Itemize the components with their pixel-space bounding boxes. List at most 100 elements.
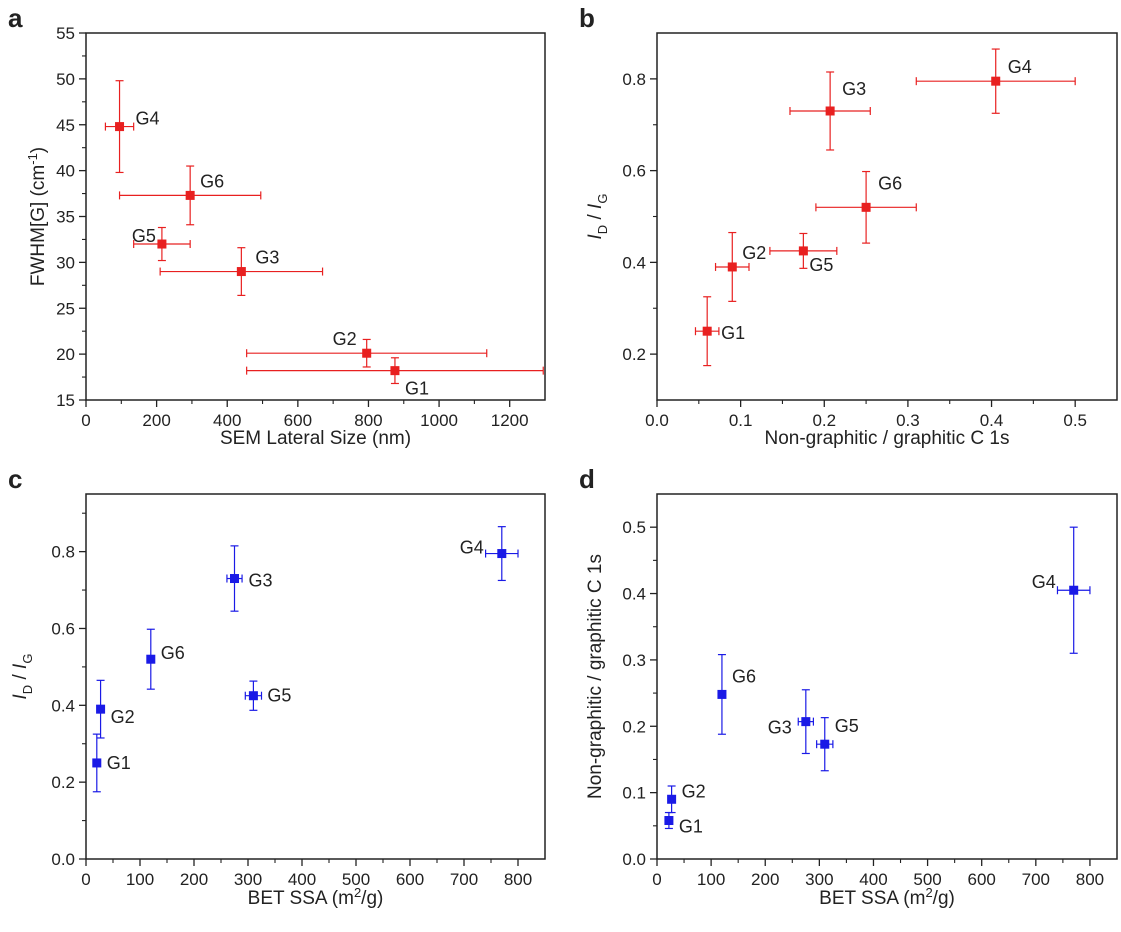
y-tick-label: 0.2 <box>622 345 646 364</box>
point-label: G4 <box>1032 572 1056 592</box>
data-point-g1: G1 <box>694 296 745 367</box>
x-tick-label: 800 <box>354 411 382 430</box>
y-tick-label: 25 <box>56 299 75 318</box>
data-point-g3: G3 <box>159 247 324 297</box>
marker <box>362 348 372 358</box>
y-tick-label: 0.8 <box>51 543 75 562</box>
marker <box>798 246 808 256</box>
x-tick-label: 700 <box>450 870 478 889</box>
marker <box>664 816 674 826</box>
x-tick-label: 0.1 <box>729 411 753 430</box>
panel-letter: b <box>579 3 595 33</box>
marker <box>497 549 507 559</box>
x-tick-label: 0.3 <box>896 411 920 430</box>
y-tick-label: 0.8 <box>622 70 646 89</box>
y-tick-label: 0.0 <box>622 850 646 869</box>
point-label: G6 <box>200 171 224 191</box>
x-tick-label: 200 <box>180 870 208 889</box>
x-tick-label: 0.5 <box>1063 411 1087 430</box>
point-label: G5 <box>132 226 156 246</box>
y-tick-label: 15 <box>56 391 75 410</box>
x-tick-label: 400 <box>213 411 241 430</box>
panel-d: d 0 100 200 300 400 500 600 700 800 0.0 0.1 0.2 0.3 0.… <box>579 464 1118 909</box>
point-label: G1 <box>405 379 429 399</box>
plot-frame <box>656 493 1118 860</box>
y-tick-label: 20 <box>56 345 75 364</box>
point-label: G1 <box>721 323 745 343</box>
plot-frame <box>85 32 546 401</box>
x-tick-label: 200 <box>751 870 779 889</box>
x-tick-label: 500 <box>913 870 941 889</box>
data-point-g5: G5 <box>816 716 859 772</box>
x-tick-label: 1200 <box>491 411 529 430</box>
y-tick-label: 0.5 <box>622 518 646 537</box>
data-point-g6: G6 <box>146 628 185 690</box>
point-label: G6 <box>878 173 902 193</box>
marker <box>236 267 246 277</box>
x-tick-label: 200 <box>142 411 170 430</box>
data-point-g4: G4 <box>1032 526 1091 654</box>
data-point-g1: G1 <box>246 357 544 399</box>
x-tick-label: 1000 <box>420 411 458 430</box>
marker <box>157 239 167 249</box>
data-point-g1: G1 <box>92 733 131 793</box>
data-point-g5: G5 <box>132 226 191 262</box>
point-label: G4 <box>1008 57 1032 77</box>
y-axis-title: FWHM[G] (cm-1) <box>25 147 49 286</box>
y-tick-label: 30 <box>56 253 75 272</box>
y-axis-title: Non-graphitic / graphitic C 1s <box>585 554 606 799</box>
x-tick-label: 0 <box>81 870 90 889</box>
x-tick-label: 400 <box>859 870 887 889</box>
panel-c: c 0 100 200 300 400 500 600 700 800 0.0 0.2 0.4 0.6 0.… <box>8 464 546 909</box>
marker <box>96 704 106 714</box>
y-tick-label: 0.1 <box>622 784 646 803</box>
point-label: G5 <box>267 686 291 706</box>
marker <box>248 691 258 701</box>
x-tick-label: 800 <box>504 870 532 889</box>
data-point-g6: G6 <box>815 170 917 244</box>
y-tick-label: 0.4 <box>622 585 646 604</box>
marker <box>717 689 727 699</box>
marker <box>390 366 400 376</box>
point-label: G4 <box>136 109 160 129</box>
panel-letter: a <box>8 3 23 33</box>
x-tick-label: 600 <box>968 870 996 889</box>
y-tick-label: 0.2 <box>51 773 75 792</box>
data-point-g5: G5 <box>769 232 838 275</box>
x-axis-title: BET SSA (m2/g) <box>819 885 955 909</box>
x-tick-label: 600 <box>284 411 312 430</box>
data-point-g6: G6 <box>717 653 756 735</box>
point-label: G3 <box>255 248 279 268</box>
y-tick-label: 45 <box>56 116 75 135</box>
data-point-g2: G2 <box>246 329 488 368</box>
x-tick-label: 300 <box>805 870 833 889</box>
x-tick-label: 100 <box>697 870 725 889</box>
data-point-g2: G2 <box>96 679 135 739</box>
point-label: G2 <box>111 707 135 727</box>
data-point-g5: G5 <box>244 680 291 711</box>
y-tick-label: 0.4 <box>51 696 75 715</box>
panel-letter: d <box>579 464 595 494</box>
point-label: G2 <box>682 781 706 801</box>
marker <box>727 262 737 272</box>
point-label: G2 <box>742 243 766 263</box>
marker <box>115 122 125 132</box>
plot-frame <box>85 493 546 860</box>
point-label: G6 <box>161 643 185 663</box>
x-tick-label: 0.2 <box>812 411 836 430</box>
y-tick-label: 35 <box>56 208 75 227</box>
marker <box>825 106 835 116</box>
marker <box>146 654 156 664</box>
point-label: G1 <box>107 753 131 773</box>
data-point-g2: G2 <box>714 231 766 302</box>
marker <box>92 758 102 768</box>
x-axis-title: BET SSA (m2/g) <box>248 885 384 909</box>
data-point-g3: G3 <box>789 71 871 151</box>
x-tick-label: 100 <box>126 870 154 889</box>
x-tick-label: 400 <box>288 870 316 889</box>
marker <box>991 76 1001 86</box>
y-tick-label: 0.4 <box>622 253 646 272</box>
x-tick-label: 700 <box>1022 870 1050 889</box>
y-axis-title: ID / IG <box>10 654 35 700</box>
